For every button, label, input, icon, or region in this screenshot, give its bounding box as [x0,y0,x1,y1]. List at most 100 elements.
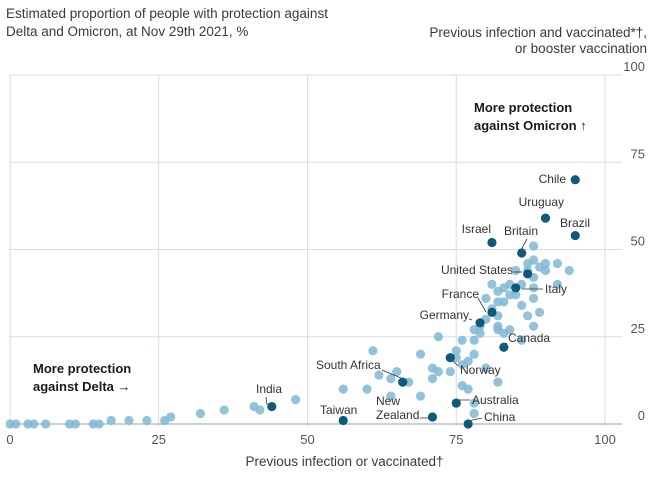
annotation-delta-line: against Delta → [33,379,131,394]
x-tick-label: 75 [449,432,463,447]
annotation-delta-line: More protection [33,361,131,376]
data-point [433,367,443,377]
highlighted-point [398,377,408,387]
annotation-omicron: More protection against Omicron ↑ [474,100,587,133]
point-label: Britain [504,224,538,238]
highlighted-point [451,398,461,408]
data-point [529,255,539,265]
leader-line [520,238,528,251]
data-point [415,349,426,359]
data-point [540,258,551,269]
x-axis-title: Previous infection or vaccinated† [0,454,659,469]
leader-line [265,396,268,406]
data-point [529,241,539,251]
highlighted-point [511,283,521,293]
data-point [469,349,479,359]
data-point [386,391,396,401]
data-point [475,328,485,338]
data-point [564,265,574,276]
point-label-line: New [376,394,400,408]
x-tick-label: 100 [594,432,616,447]
data-point [481,293,491,303]
data-point [463,356,473,366]
data-point [374,370,384,380]
data-point [106,415,116,426]
highlighted-points [267,175,580,429]
y-tick-label: 50 [631,234,645,249]
data-point [499,297,509,307]
y-tick-label: 0 [638,408,645,423]
point-label-line: Zealand [376,408,419,422]
data-point [41,419,51,429]
data-point [463,384,473,394]
data-point [505,325,515,335]
data-point [517,300,527,310]
data-point [517,335,527,345]
data-point [29,419,39,429]
data-point [481,363,491,373]
data-point [445,367,455,377]
data-point [427,374,438,384]
point-labels: Chile Uruguay Brazil Israel Britain United St… [256,172,590,424]
point-label: Taiwan [320,403,357,417]
data-point [195,408,205,419]
y-axis-title: Previous infection and vaccinated*†, or … [387,25,647,57]
y-tick-label: 100 [623,59,645,74]
data-point [529,293,539,303]
point-label: France [442,287,480,301]
highlighted-point [517,248,527,258]
data-point [433,332,443,342]
highlighted-point [463,419,473,429]
data-point [511,265,521,276]
highlighted-point [487,307,497,317]
leader-line [477,297,487,313]
leader-line [468,318,473,321]
data-point [529,321,539,331]
data-point [451,346,461,356]
data-point [124,415,134,426]
highlighted-point [523,269,533,279]
highlighted-point [487,237,497,248]
highlighted-point [499,342,509,352]
data-point [469,408,479,419]
data-point [469,398,479,408]
highlighted-point [338,415,348,426]
data-point [94,419,104,429]
leader-line [381,369,402,379]
point-label: Israel [462,222,491,236]
point-label: Germany [420,308,469,322]
data-point [415,391,426,401]
data-point [255,405,265,415]
point-label: China [484,410,516,424]
x-tick-label: 50 [300,432,314,447]
highlighted-point [570,230,580,241]
point-label: Australia [472,393,519,407]
highlighted-point [475,318,485,328]
annotation-omicron-line: against Omicron ↑ [474,118,587,133]
annotations: More protection against Omicron ↑More pro… [33,100,587,394]
data-point [338,384,348,394]
data-point [386,374,396,384]
data-point [368,346,378,356]
highlighted-point [570,175,580,185]
data-point [487,279,497,289]
data-point [469,335,479,345]
y-tick-label: 75 [631,146,645,161]
highlighted-point [445,353,455,363]
x-tick-label: 25 [152,432,166,447]
data-point [540,265,551,276]
point-label: Brazil [560,216,590,230]
y-axis-title-line2: or booster vaccination [514,41,647,56]
data-point [529,283,539,293]
data-point [552,279,563,289]
point-label: New Zealand [376,394,419,422]
data-point [70,419,81,429]
x-tick-label: 0 [6,432,13,447]
data-point [523,311,533,321]
chart-title: Estimated proportion of people with prot… [6,6,328,39]
x-axis-title-text: Previous infection or vaccinated† [245,454,444,469]
data-point [457,335,467,345]
data-point [11,419,21,429]
point-label: South Africa [316,358,381,372]
